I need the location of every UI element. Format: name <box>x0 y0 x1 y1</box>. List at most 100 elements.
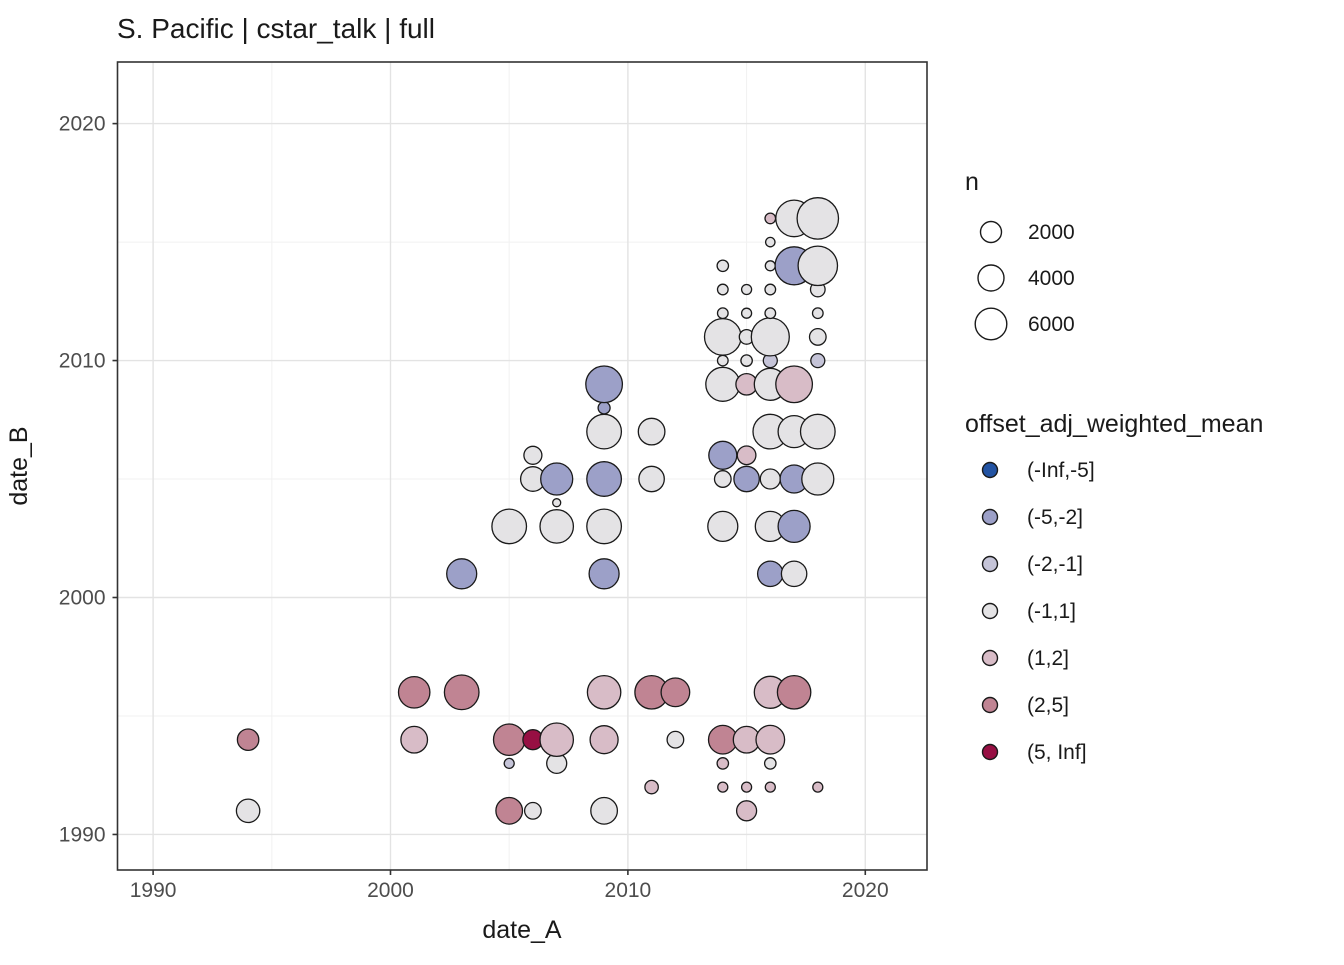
data-point-2015-2010 <box>740 354 753 367</box>
data-point-2017-2001 <box>780 560 808 588</box>
data-point-2016-2011 <box>750 317 790 357</box>
data-point-2018-2014 <box>797 245 839 287</box>
data-point-2009-2005 <box>586 461 623 497</box>
data-point-2016-2015 <box>764 236 776 248</box>
data-point-2005-1993 <box>503 757 515 770</box>
color-legend-label: (-1,1] <box>1027 600 1076 623</box>
data-point-2016-2013 <box>764 283 777 296</box>
data-point-2014-1993 <box>716 757 730 770</box>
x-tick-label: 2020 <box>842 879 889 902</box>
data-point-2018-1992 <box>812 781 824 793</box>
data-point-2018-2012 <box>811 307 824 320</box>
data-point-2001-1994 <box>400 725 429 754</box>
size-legend-label: 6000 <box>1028 313 1075 336</box>
data-point-2014-2010 <box>716 354 729 367</box>
color-legend-key-(1,2] <box>981 649 999 667</box>
data-point-2006-1991 <box>523 801 542 820</box>
data-point-2007-2004 <box>552 498 562 508</box>
color-legend-title: offset_adj_weighted_mean <box>965 410 1263 438</box>
data-point-2014-2012 <box>716 307 729 320</box>
data-point-2017-2009 <box>775 365 814 404</box>
size-legend-key-4000 <box>977 264 1005 292</box>
y-tick-label: 1990 <box>59 823 106 846</box>
data-point-1994-1994 <box>236 728 260 752</box>
data-point-2011-2007 <box>637 417 666 446</box>
data-point-2011-2005 <box>638 465 665 493</box>
x-tick-label: 2010 <box>605 879 652 902</box>
data-point-2009-2008 <box>597 401 611 415</box>
data-point-2014-2005 <box>713 470 732 488</box>
color-legend-label: (5, Inf] <box>1027 741 1087 764</box>
color-legend-key-(-1,1] <box>981 602 999 620</box>
data-point-2009-1991 <box>590 796 619 825</box>
data-point-2014-2003 <box>707 510 739 543</box>
data-point-2018-2005 <box>801 462 835 496</box>
data-point-2006-2006 <box>523 445 543 465</box>
y-tick-label: 2020 <box>59 113 106 136</box>
data-point-2005-2003 <box>491 508 528 545</box>
data-point-2015-2005 <box>733 465 760 493</box>
data-point-2007-1994 <box>539 722 575 758</box>
color-legend-label: (-5,-2] <box>1027 506 1083 529</box>
data-point-1994-1991 <box>235 798 261 824</box>
data-point-2003-1996 <box>443 674 480 711</box>
data-point-2016-1993 <box>763 757 777 770</box>
data-point-2018-2010 <box>810 352 826 369</box>
axes: 1990 2000 2010 2020 1990 2000 2010 2020 <box>59 61 928 902</box>
data-point-2016-2016 <box>764 212 777 225</box>
data-point-2012-1996 <box>660 677 691 708</box>
color-legend-label: (1,2] <box>1027 647 1069 670</box>
data-point-2014-2013 <box>716 283 729 296</box>
data-point-2005-1991 <box>495 796 524 825</box>
panel-border <box>116 61 928 871</box>
data-point-2016-1992 <box>764 781 776 793</box>
data-point-2009-2007 <box>586 413 623 450</box>
data-point-2015-2013 <box>740 283 753 296</box>
chart-title: S. Pacific | cstar_talk | full <box>117 13 435 44</box>
plot-points <box>235 197 840 825</box>
data-point-2017-1996 <box>776 674 812 710</box>
color-legend-key-(-2,-1] <box>981 555 999 573</box>
data-point-2015-1991 <box>735 800 758 822</box>
data-point-2016-2014 <box>764 260 776 272</box>
color-legend-label: (2,5] <box>1027 694 1069 717</box>
data-point-2014-2006 <box>708 440 738 470</box>
data-point-2003-2001 <box>446 558 478 590</box>
x-tick-label: 1990 <box>130 879 177 902</box>
y-tick-label: 2000 <box>59 587 106 610</box>
x-tick-label: 2000 <box>367 879 414 902</box>
data-point-2009-2003 <box>586 508 623 545</box>
color-legend-key-(5, Inf] <box>981 743 999 761</box>
data-point-2018-2007 <box>799 413 836 450</box>
data-point-2015-2012 <box>740 307 753 319</box>
size-legend-label: 2000 <box>1028 221 1075 244</box>
color-legend-key-(2,5] <box>981 696 999 714</box>
y-axis-title: date_B <box>5 426 33 505</box>
data-point-2016-2012 <box>764 307 777 320</box>
size-legend-label: 4000 <box>1028 267 1075 290</box>
data-point-2012-1994 <box>666 730 685 749</box>
data-point-2018-2016 <box>796 197 840 240</box>
x-axis-title: date_A <box>482 916 562 944</box>
data-point-2017-2003 <box>777 509 811 544</box>
color-legend-key-(-5,-2] <box>981 508 999 526</box>
data-point-2014-2009 <box>705 366 741 402</box>
data-point-2009-2009 <box>585 365 624 404</box>
data-point-2015-1992 <box>740 781 753 793</box>
data-point-2007-2005 <box>540 462 574 496</box>
color-legend-key-(-Inf,-5] <box>981 461 999 479</box>
data-point-2016-2001 <box>756 560 784 588</box>
data-point-2016-1994 <box>755 724 786 755</box>
y-tick-label: 2010 <box>59 350 106 373</box>
data-point-2009-1994 <box>589 725 619 755</box>
color-legend-label: (-2,-1] <box>1027 553 1083 576</box>
size-legend-key-6000 <box>974 307 1008 341</box>
data-point-2005-1994 <box>492 723 526 757</box>
data-point-2014-2014 <box>716 259 730 273</box>
data-point-2011-1992 <box>644 779 659 795</box>
data-point-2009-2001 <box>588 558 620 590</box>
data-point-2015-2006 <box>736 445 757 466</box>
